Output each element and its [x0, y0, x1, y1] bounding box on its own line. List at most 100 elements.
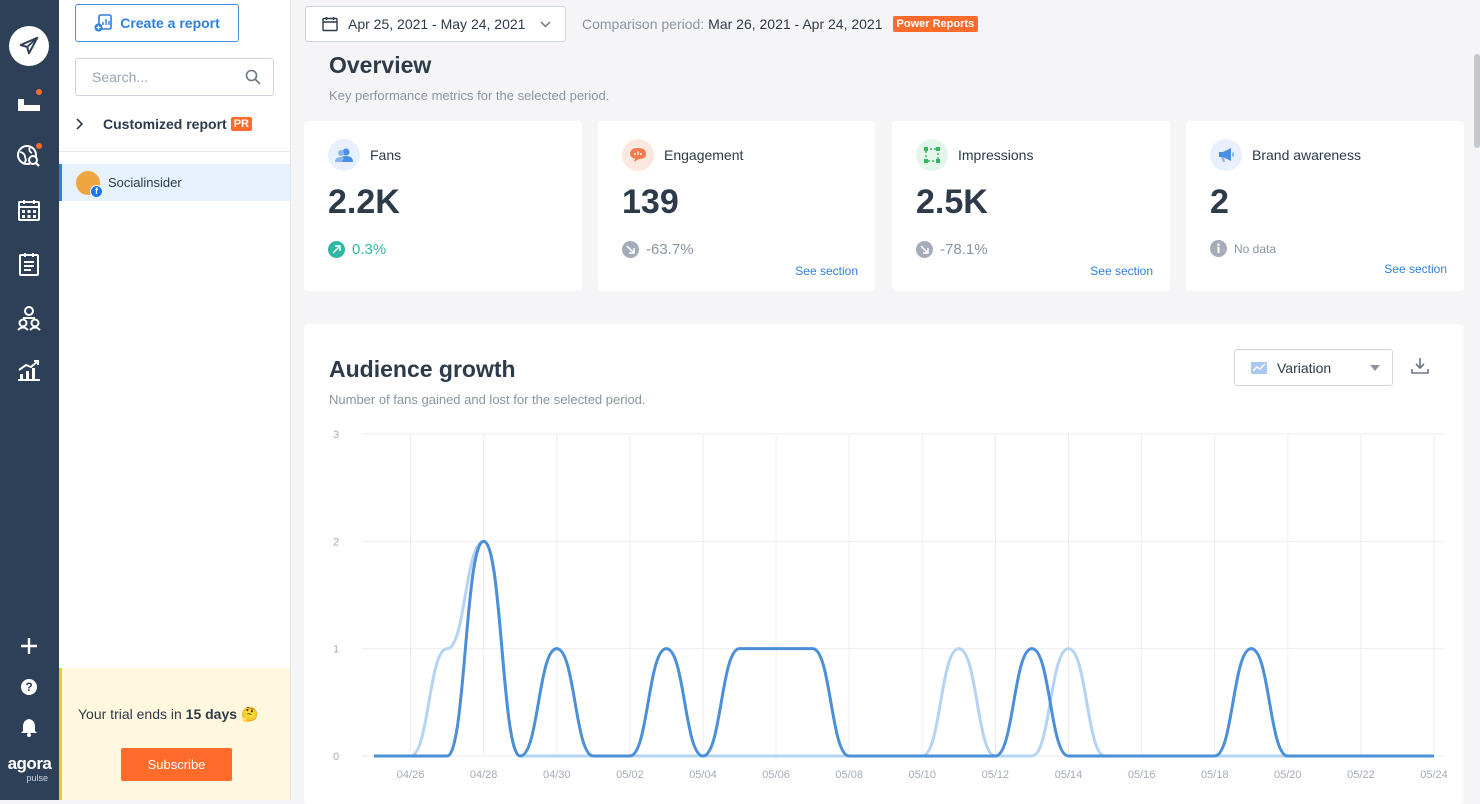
y-tick-label: 2 [333, 536, 339, 548]
x-tick-label: 05/24 [1420, 769, 1448, 781]
audience-growth-chart: 0 1 2 3 04/26 04/28 04/30 05/02 05/04 05/06 05/08 0… [333, 429, 1448, 781]
download-icon[interactable] [1411, 357, 1429, 375]
date-range-value: Apr 25, 2021 - May 24, 2021 [348, 16, 526, 32]
x-tick-label: 04/30 [543, 769, 571, 781]
facebook-icon: f [90, 184, 103, 198]
x-tick-label: 05/14 [1055, 769, 1083, 781]
search-icon[interactable] [245, 69, 261, 85]
customized-report-toggle[interactable]: Customized report PR [75, 116, 252, 132]
top-bar: Apr 25, 2021 - May 24, 2021 Comparison p… [291, 0, 1480, 48]
audience-growth-subtitle: Number of fans gained and lost for the s… [329, 392, 646, 407]
see-section-link[interactable]: See section [1384, 262, 1447, 276]
listening-icon[interactable] [13, 140, 45, 172]
trend-up-icon [328, 241, 345, 258]
y-tick-label: 0 [333, 751, 339, 763]
metric-value: 139 [622, 183, 679, 221]
comparison-value: Mar 26, 2021 - Apr 24, 2021 [708, 16, 883, 32]
bell-icon[interactable] [13, 711, 45, 743]
x-tick-label: 05/12 [982, 769, 1010, 781]
metric-value: 2.2K [328, 183, 400, 221]
variation-label: Variation [1277, 359, 1332, 376]
report-content: Overview Key performance metrics for the… [291, 48, 1480, 804]
profile-name: Socialinsider [108, 175, 182, 190]
inbox-icon[interactable] [13, 86, 45, 118]
metric-value: 2 [1210, 183, 1229, 221]
date-range-picker[interactable]: Apr 25, 2021 - May 24, 2021 [305, 6, 566, 42]
x-tick-label: 05/16 [1128, 769, 1156, 781]
caret-down-icon [1370, 364, 1380, 371]
calendar-icon [322, 17, 338, 32]
x-tick-label: 05/02 [616, 769, 644, 781]
analytics-icon[interactable] [13, 354, 45, 386]
x-tick-label: 04/26 [397, 769, 425, 781]
audience-growth-title: Audience growth [329, 356, 516, 382]
megaphone-icon [1210, 139, 1242, 171]
x-tick-label: 04/28 [470, 769, 498, 781]
chevron-right-icon [76, 118, 84, 130]
profile-item-socialinsider[interactable]: f Socialinsider [59, 164, 290, 201]
metric-change: -78.1% [916, 241, 988, 258]
reports-panel: Create a report Customized report PR f S… [59, 0, 291, 800]
see-section-link[interactable]: See section [1090, 264, 1153, 278]
agorapulse-logo[interactable]: agora pulse [7, 754, 52, 784]
team-icon[interactable] [13, 302, 45, 334]
comparison-period: Comparison period: Mar 26, 2021 - Apr 24… [582, 16, 979, 32]
y-tick-label: 1 [333, 644, 339, 656]
nav-rail: ? agora pulse [0, 0, 59, 800]
x-tick-label: 05/04 [689, 769, 717, 781]
pr-badge: PR [230, 117, 252, 131]
svg-text:?: ? [25, 680, 32, 694]
notification-dot [35, 142, 43, 150]
calendar-icon[interactable] [13, 194, 45, 226]
report-add-icon [94, 14, 113, 32]
metric-card-engagement: Engagement 139 -63.7% See section [598, 121, 875, 291]
metric-card-impressions: Impressions 2.5K -78.1% See section [892, 121, 1170, 291]
customized-report-label: Customized report [103, 116, 227, 132]
metric-card-fans: Fans 2.2K 0.3% [304, 121, 582, 291]
x-tick-label: 05/18 [1201, 769, 1229, 781]
metric-label: Brand awareness [1252, 147, 1361, 163]
search-input[interactable] [92, 69, 232, 85]
see-section-link[interactable]: See section [795, 264, 858, 278]
metric-label: Fans [370, 147, 402, 163]
send-icon[interactable] [9, 26, 49, 66]
engagement-icon [622, 139, 654, 171]
trend-down-icon [916, 241, 933, 258]
series-line-0 [373, 539, 1434, 758]
info-icon [1210, 240, 1227, 257]
reports-list-icon[interactable] [13, 248, 45, 280]
create-report-button[interactable]: Create a report [75, 4, 239, 42]
scrollbar[interactable] [1474, 54, 1480, 148]
trend-down-icon [622, 241, 639, 258]
avatar: f [76, 170, 103, 198]
create-report-label: Create a report [120, 15, 220, 31]
x-tick-label: 05/06 [762, 769, 790, 781]
x-tick-label: 05/20 [1274, 769, 1302, 781]
plus-icon[interactable] [13, 630, 45, 662]
variation-dropdown[interactable]: Variation [1234, 349, 1393, 386]
trial-banner: Your trial ends in 15 days 🤔 Subscribe [59, 668, 290, 800]
impressions-icon [916, 139, 948, 171]
search-box[interactable] [75, 58, 274, 96]
x-tick-label: 05/22 [1347, 769, 1375, 781]
subscribe-button[interactable]: Subscribe [121, 748, 232, 781]
x-tick-label: 05/10 [909, 769, 937, 781]
audience-growth-card: Audience growth Number of fans gained an… [304, 324, 1463, 804]
metric-change: No data [1210, 240, 1276, 257]
x-tick-label: 05/08 [835, 769, 863, 781]
line-chart-icon [1251, 361, 1267, 374]
overview-title: Overview [329, 52, 432, 78]
metric-label: Engagement [664, 147, 744, 163]
trial-text: Your trial ends in 15 days 🤔 [78, 706, 259, 722]
metric-change: 0.3% [328, 241, 386, 258]
metric-card-brand-awareness: Brand awareness 2 No data See section [1186, 121, 1464, 291]
metric-label: Impressions [958, 147, 1034, 163]
metric-change: -63.7% [622, 241, 694, 258]
power-reports-badge: Power Reports [892, 16, 979, 32]
help-icon[interactable]: ? [13, 671, 45, 703]
overview-subtitle: Key performance metrics for the selected… [329, 88, 610, 103]
divider [59, 151, 290, 152]
chevron-down-icon [540, 20, 551, 28]
fans-icon [328, 139, 360, 171]
y-tick-label: 3 [333, 429, 339, 441]
